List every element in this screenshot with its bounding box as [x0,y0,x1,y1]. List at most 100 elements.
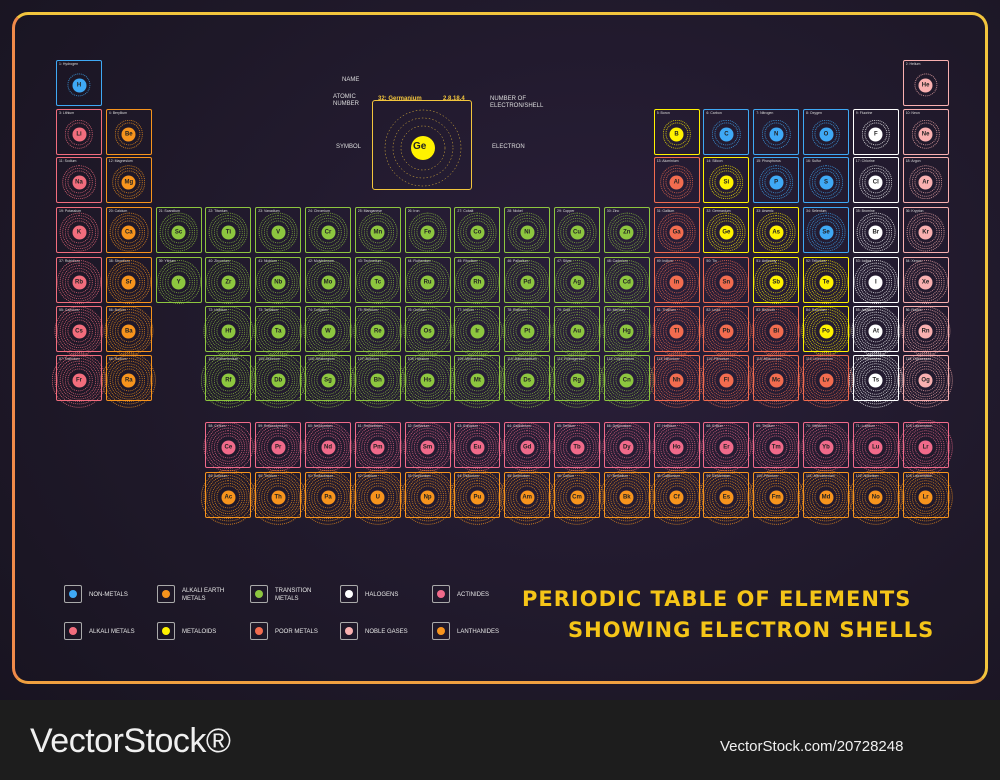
electron-shell [665,485,689,509]
element-name: 20: Calcium [108,209,128,213]
electron-shell [465,435,489,459]
electron-shell [460,480,495,514]
electron-shell [903,475,948,520]
element-name: 49: Indium [656,259,673,263]
electron-shell [914,319,938,343]
element-symbol: Te [819,275,833,290]
element-cell-ni: 28: Nickel Ni [504,207,551,253]
element-name: 5: Boron [656,111,670,115]
element-symbol: Zr [221,275,236,290]
electron-shell [565,435,589,459]
electron-shell [112,314,146,348]
element-symbol: Fm [769,490,784,505]
electron-shell [463,482,492,512]
electron-shell [864,170,888,194]
electron-shell [363,432,392,462]
element-cell-n: 7: Nitrogen N [753,109,800,155]
element-cell-ac: 89: Actinium Ac [201,469,256,525]
element-cell-sg: 106: Seaborgium Sg [300,352,356,408]
electron-shell [457,212,497,252]
electron-shell [67,270,91,294]
electron-shell [804,260,848,305]
electron-shell [308,262,348,302]
electron-shell [712,316,741,346]
electron-shell [861,316,890,346]
electron-shell [114,316,143,346]
element-name: 18: Argon [905,159,921,163]
electron-shell [366,270,390,294]
electron-shell [214,316,243,346]
element-symbol: Ho [669,440,684,455]
electron-shell [67,319,91,343]
electron-shell [709,265,744,299]
element-cell-sr: 38: Strontium Sr [105,257,152,305]
element-symbol: Mt [470,373,485,388]
element-cell-md: 101: Mendelevium Md [798,469,854,525]
electron-shell [761,432,791,462]
electron-shell [64,267,94,297]
element-symbol: Dy [619,440,634,455]
electron-shell [311,314,345,348]
electron-shell [313,217,343,247]
electron-shell [712,217,741,247]
element-name: 26: Iron [407,209,420,213]
element-cell-pb: 82: Lead Pb [701,306,751,356]
electron-shell [704,309,749,354]
element-cell-hs: 108: Hassium Hs [400,352,455,408]
electron-shell [311,265,345,299]
element-symbol: Mc [769,373,784,388]
element-cell-ra: 88: Radium Ra [101,352,156,408]
electron-shell [510,265,544,299]
element-cell-ho: 67: Holmium Ho [652,422,702,472]
electron-shell [62,265,96,299]
electron-shell [706,427,746,467]
element-symbol: Hs [420,373,435,388]
electron-shell [515,368,539,392]
electron-shell [57,260,101,305]
electron-shell [109,360,149,400]
element-cell-co: 27: Cobalt Co [454,207,501,253]
element-symbol: Ni [520,225,535,240]
electron-shell [764,220,788,244]
element-symbol: Li [72,127,86,142]
element-symbol: Nh [669,373,684,388]
element-cell-cr: 24: Chromium Cr [305,207,351,253]
electron-shell [861,365,890,395]
element-symbol: Tb [570,440,584,455]
electron-shell [814,220,838,244]
element-symbol: P [769,175,784,190]
element-name: 23: Vanadium [258,209,280,213]
electron-shell [811,316,841,346]
electron-shell [914,122,938,146]
element-cell-lr: 103: Lawrencium Lr [898,419,953,475]
element-cell-mt: 109: Meitnerium Mt [450,352,505,408]
element-symbol: Mg [121,175,136,190]
element-cell-c: 6: Carbon C [703,109,750,155]
element-cell-h: 1: Hydrogen H [56,60,102,106]
electron-shell [358,311,398,351]
element-name: 12: Magnesium [108,159,133,163]
electron-shell [914,73,938,97]
electron-shell [903,358,948,403]
element-symbol: Xe [918,275,933,290]
element-symbol: Og [918,373,933,388]
element-name: 31: Gallium [656,209,675,213]
electron-shell [612,482,641,512]
electron-shell [654,260,699,305]
element-name: 29: Copper [557,209,575,213]
electron-shell [861,432,890,462]
element-symbol: W [321,324,335,339]
electron-shell [114,167,143,197]
element-cell-v: 23: Vanadium V [255,207,302,253]
electron-shell [457,360,497,400]
electron-shell [804,358,848,403]
element-symbol: N [769,127,784,142]
element-cell-cs: 55: Caesium Cs [54,306,104,356]
electron-shell [665,319,689,343]
electron-shell [654,475,699,520]
electron-shell [416,485,440,509]
electron-shell [106,309,151,354]
electron-shell [216,368,240,392]
electron-shell [565,368,589,392]
electron-shell [712,119,741,149]
